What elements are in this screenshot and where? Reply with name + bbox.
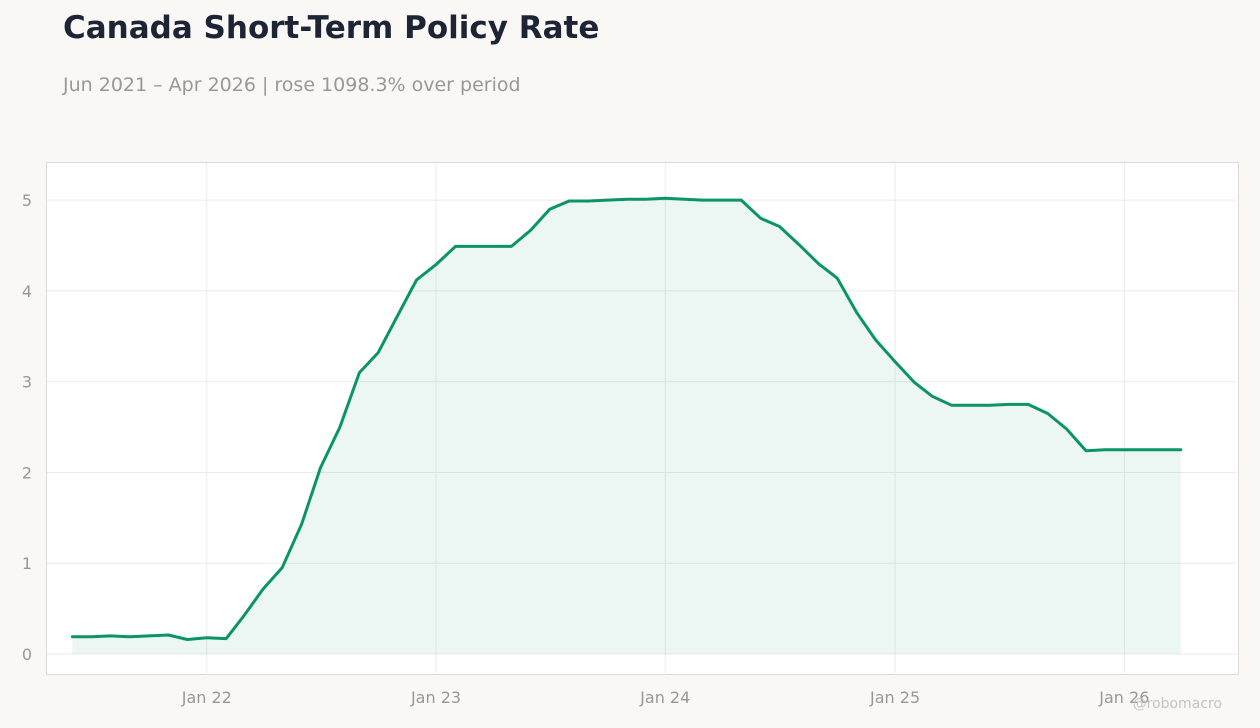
- area-layer: [70, 196, 1183, 655]
- data-point-29: [625, 197, 629, 201]
- data-point-42: [874, 338, 878, 342]
- data-point-44: [913, 381, 917, 385]
- data-point-57: [1159, 448, 1163, 452]
- y-tick-label-3: 3: [22, 373, 32, 392]
- data-point-38: [797, 243, 801, 247]
- watermark: @robomacro: [1132, 696, 1222, 712]
- data-point-7: [205, 636, 209, 640]
- data-point-21: [471, 244, 475, 248]
- data-point-46: [950, 403, 954, 407]
- data-point-48: [988, 403, 992, 407]
- data-point-9: [242, 614, 246, 618]
- data-point-1: [89, 635, 93, 639]
- data-point-40: [835, 276, 839, 280]
- data-point-34: [720, 198, 724, 202]
- data-point-30: [644, 197, 648, 201]
- data-point-11: [280, 566, 284, 570]
- data-point-37: [778, 225, 782, 229]
- data-point-10: [261, 587, 265, 591]
- data-point-23: [509, 244, 513, 248]
- data-point-49: [1007, 402, 1011, 406]
- data-point-25: [548, 207, 552, 211]
- data-point-12: [300, 522, 304, 526]
- data-point-53: [1084, 449, 1088, 453]
- data-point-50: [1026, 402, 1030, 406]
- chart-subtitle: Jun 2021 – Apr 2026 | rose 1098.3% over …: [63, 74, 521, 96]
- data-point-26: [567, 199, 571, 203]
- y-tick-label-2: 2: [22, 463, 32, 482]
- data-point-36: [759, 216, 763, 220]
- data-point-54: [1103, 448, 1107, 452]
- data-point-41: [855, 311, 859, 315]
- data-point-52: [1065, 427, 1069, 431]
- data-point-8: [224, 637, 228, 641]
- data-point-58: [1179, 448, 1183, 452]
- data-point-2: [109, 634, 113, 638]
- data-point-19: [434, 263, 438, 267]
- data-point-35: [739, 198, 743, 202]
- data-point-5: [167, 633, 171, 637]
- data-point-45: [930, 394, 934, 398]
- x-tick-label-3: Jan 25: [869, 688, 920, 707]
- series-line: [70, 196, 1183, 641]
- data-point-28: [606, 198, 610, 202]
- series-area-fill: [72, 198, 1181, 655]
- plot-background: [46, 162, 1239, 675]
- y-tick-label-5: 5: [22, 191, 32, 210]
- data-point-3: [128, 635, 132, 639]
- x-tick-label-4: Jan 26: [1098, 688, 1149, 707]
- data-point-6: [185, 638, 189, 642]
- data-point-39: [817, 262, 821, 266]
- data-point-24: [529, 228, 533, 232]
- data-point-13: [318, 466, 322, 470]
- data-point-17: [396, 313, 400, 317]
- data-point-31: [663, 196, 667, 200]
- data-point-20: [454, 244, 458, 248]
- x-tick-label-0: Jan 22: [181, 688, 232, 707]
- data-point-15: [357, 371, 361, 375]
- y-tick-label-1: 1: [22, 554, 32, 573]
- data-point-51: [1046, 412, 1050, 416]
- data-point-16: [376, 351, 380, 355]
- chart-title: Canada Short-Term Policy Rate: [63, 10, 600, 46]
- data-point-22: [491, 244, 495, 248]
- data-point-56: [1142, 448, 1146, 452]
- tick-labels: 0 1 2 3 4 5 Jan 22 Jan 23 Jan 24 Jan 25 Jan 26: [22, 191, 1150, 707]
- data-point-32: [683, 197, 687, 201]
- y-tick-label-4: 4: [22, 282, 32, 301]
- grid-lines: [47, 163, 1237, 673]
- data-point-43: [893, 360, 897, 364]
- data-point-18: [415, 278, 419, 282]
- data-point-27: [587, 199, 591, 203]
- data-point-33: [701, 198, 705, 202]
- data-point-47: [969, 403, 973, 407]
- data-point-0: [70, 635, 74, 639]
- data-point-55: [1122, 448, 1126, 452]
- y-tick-label-0: 0: [22, 645, 32, 664]
- data-point-4: [147, 634, 151, 638]
- data-point-14: [338, 425, 342, 429]
- x-tick-label-2: Jan 24: [639, 688, 690, 707]
- x-tick-label-1: Jan 23: [410, 688, 461, 707]
